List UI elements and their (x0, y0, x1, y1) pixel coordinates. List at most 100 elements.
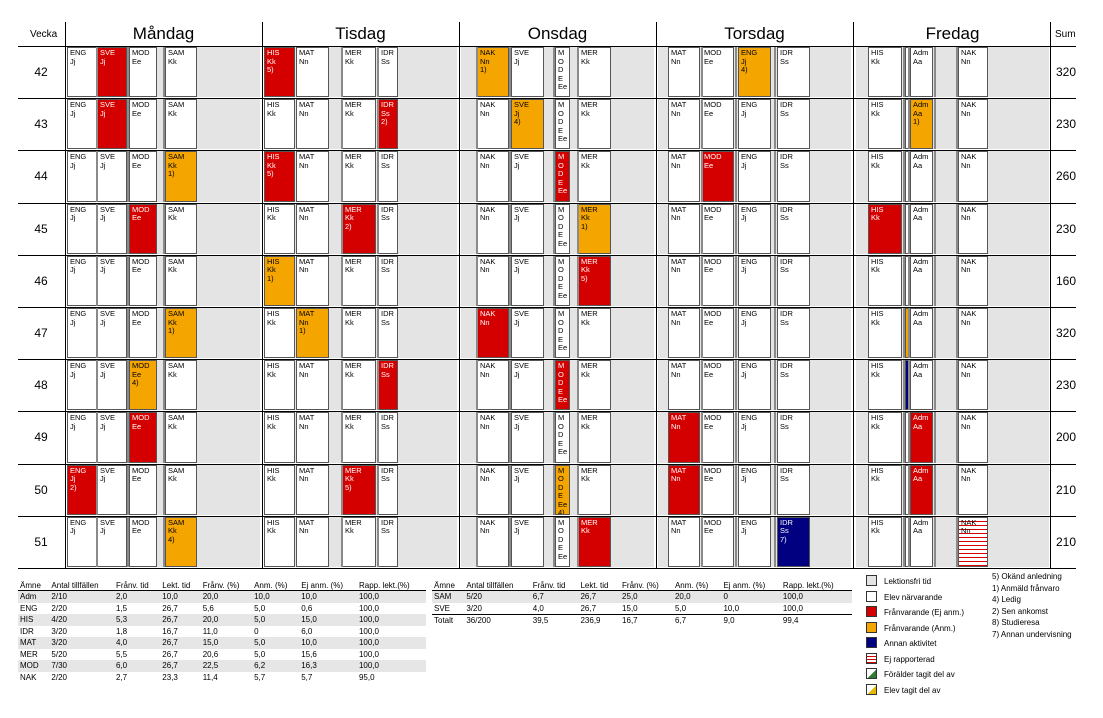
lesson-cell[interactable]: HIS Kk (868, 203, 902, 254)
lesson-cell[interactable]: M O D E Ee (555, 151, 570, 202)
lesson-cell[interactable]: Adm Aa (910, 308, 933, 359)
lesson-cell[interactable]: MER Kk 5) (342, 464, 376, 515)
lesson-cell[interactable]: IDR Ss 2) (378, 99, 398, 150)
lesson-cell[interactable]: IDR Ss 7) (777, 516, 810, 567)
lesson-cell[interactable]: SVE Jj (97, 308, 127, 359)
lesson-cell[interactable]: NAK Nn (477, 412, 509, 463)
lesson-cell[interactable]: SAM Kk (165, 47, 197, 98)
lesson-cell[interactable]: MOD Ee (701, 516, 734, 567)
lesson-cell[interactable]: MER Kk (578, 464, 611, 515)
lesson-cell[interactable]: IDR Ss (378, 151, 398, 202)
lesson-cell[interactable]: MAT Nn (296, 203, 329, 254)
lesson-cell[interactable]: MOD Ee (701, 412, 734, 463)
lesson-cell[interactable]: MOD Ee (129, 47, 157, 98)
lesson-cell[interactable]: MER Kk (578, 47, 611, 98)
lesson-cell[interactable]: MAT Nn (668, 308, 700, 359)
lesson-cell[interactable]: SVE Jj (511, 255, 544, 306)
lesson-cell[interactable]: MER Kk (342, 47, 376, 98)
lesson-cell[interactable]: MER Kk (578, 99, 611, 150)
lesson-cell[interactable]: M O D E Ee (555, 47, 570, 98)
lesson-cell[interactable]: HIS Kk (868, 516, 902, 567)
lesson-cell[interactable]: MAT Nn (296, 516, 329, 567)
lesson-cell[interactable]: MAT Nn 1) (296, 308, 329, 359)
lesson-cell[interactable]: NAK Nn (958, 464, 988, 515)
lesson-cell[interactable]: MAT Nn (668, 47, 700, 98)
lesson-cell[interactable]: MER Kk 5) (578, 255, 611, 306)
lesson-cell[interactable]: NAK Nn (958, 203, 988, 254)
lesson-cell[interactable]: MER Kk (578, 516, 611, 567)
lesson-cell[interactable]: ENG Jj (67, 412, 97, 463)
lesson-cell[interactable]: NAK Nn (477, 203, 509, 254)
lesson-cell[interactable]: IDR Ss (777, 255, 810, 306)
lesson-cell[interactable]: NAK Nn (477, 151, 509, 202)
lesson-cell[interactable]: SAM Kk (165, 203, 197, 254)
lesson-cell[interactable]: Adm Aa (910, 412, 933, 463)
lesson-cell[interactable]: IDR Ss (777, 360, 810, 411)
lesson-cell[interactable]: NAK Nn (958, 255, 988, 306)
lesson-cell[interactable]: IDR Ss (777, 412, 810, 463)
lesson-cell[interactable]: HIS Kk (264, 360, 295, 411)
lesson-cell[interactable]: MER Kk (342, 412, 376, 463)
lesson-cell[interactable]: MAT Nn (668, 203, 700, 254)
lesson-cell[interactable]: SVE Jj (511, 360, 544, 411)
lesson-cell[interactable]: SVE Jj (97, 203, 127, 254)
lesson-cell[interactable]: ENG Jj (67, 47, 97, 98)
lesson-cell[interactable]: IDR Ss (777, 308, 810, 359)
lesson-cell[interactable]: NAK Nn (958, 151, 988, 202)
lesson-cell[interactable]: IDR Ss (378, 203, 398, 254)
lesson-cell[interactable]: SVE Jj (97, 151, 127, 202)
lesson-cell[interactable]: MAT Nn (296, 47, 329, 98)
lesson-cell[interactable]: SVE Jj (511, 151, 544, 202)
lesson-cell[interactable]: ENG Jj (738, 464, 771, 515)
lesson-cell[interactable]: MOD Ee (701, 99, 734, 150)
lesson-cell[interactable]: NAK Nn (477, 360, 509, 411)
lesson-cell[interactable]: ENG Jj 2) (67, 464, 97, 515)
lesson-cell[interactable]: HIS Kk 5) (264, 47, 295, 98)
lesson-cell[interactable]: MOD Ee 4) (129, 360, 157, 411)
lesson-cell[interactable]: HIS Kk (868, 308, 902, 359)
lesson-cell[interactable]: HIS Kk (264, 203, 295, 254)
lesson-cell[interactable]: MOD Ee (701, 464, 734, 515)
lesson-cell[interactable]: SAM Kk 4) (165, 516, 197, 567)
lesson-cell[interactable]: MOD Ee (701, 47, 734, 98)
lesson-cell[interactable]: IDR Ss (378, 255, 398, 306)
lesson-cell[interactable]: IDR Ss (378, 308, 398, 359)
lesson-cell[interactable]: ENG Jj (738, 516, 771, 567)
lesson-cell[interactable]: Adm Aa (910, 255, 933, 306)
lesson-cell[interactable]: SVE Jj (511, 308, 544, 359)
lesson-cell[interactable]: SVE Jj (97, 47, 127, 98)
lesson-cell[interactable]: NAK Nn 1) (477, 47, 509, 98)
lesson-cell[interactable]: ENG Jj (67, 360, 97, 411)
lesson-cell[interactable]: MAT Nn (296, 99, 329, 150)
lesson-cell[interactable]: HIS Kk (868, 151, 902, 202)
lesson-cell[interactable]: IDR Ss (378, 412, 398, 463)
lesson-cell[interactable]: MAT Nn (668, 360, 700, 411)
lesson-cell[interactable]: NAK Nn (477, 308, 509, 359)
lesson-cell[interactable]: IDR Ss (378, 47, 398, 98)
lesson-cell[interactable]: SVE Jj (97, 99, 127, 150)
lesson-cell[interactable]: IDR Ss (777, 151, 810, 202)
lesson-cell[interactable]: SAM Kk (165, 412, 197, 463)
lesson-cell[interactable]: MER Kk 2) (342, 203, 376, 254)
lesson-cell[interactable]: MAT Nn (296, 255, 329, 306)
lesson-cell[interactable]: Adm Aa (910, 464, 933, 515)
lesson-cell[interactable]: SAM Kk (165, 99, 197, 150)
lesson-cell[interactable]: MAT Nn (668, 255, 700, 306)
lesson-cell[interactable]: ENG Jj (738, 203, 771, 254)
lesson-cell[interactable]: MOD Ee (701, 360, 734, 411)
lesson-cell[interactable]: MAT Nn (668, 516, 700, 567)
lesson-cell[interactable]: NAK Nn (958, 308, 988, 359)
lesson-cell[interactable]: ENG Jj (67, 255, 97, 306)
lesson-cell[interactable]: IDR Ss (777, 464, 810, 515)
lesson-cell[interactable]: NAK Nn (477, 99, 509, 150)
lesson-cell[interactable]: NAK Nn (958, 412, 988, 463)
lesson-cell[interactable]: MOD Ee (129, 516, 157, 567)
lesson-cell[interactable]: SVE Jj 4) (511, 99, 544, 150)
lesson-cell[interactable]: HIS Kk (264, 412, 295, 463)
lesson-cell[interactable]: NAK Nn (958, 360, 988, 411)
lesson-cell[interactable]: MOD Ee (129, 464, 157, 515)
lesson-cell[interactable]: MER Kk (342, 360, 376, 411)
lesson-cell[interactable]: HIS Kk (868, 412, 902, 463)
lesson-cell[interactable]: M O D E Ee (555, 412, 570, 463)
lesson-cell[interactable]: SVE Jj (97, 464, 127, 515)
